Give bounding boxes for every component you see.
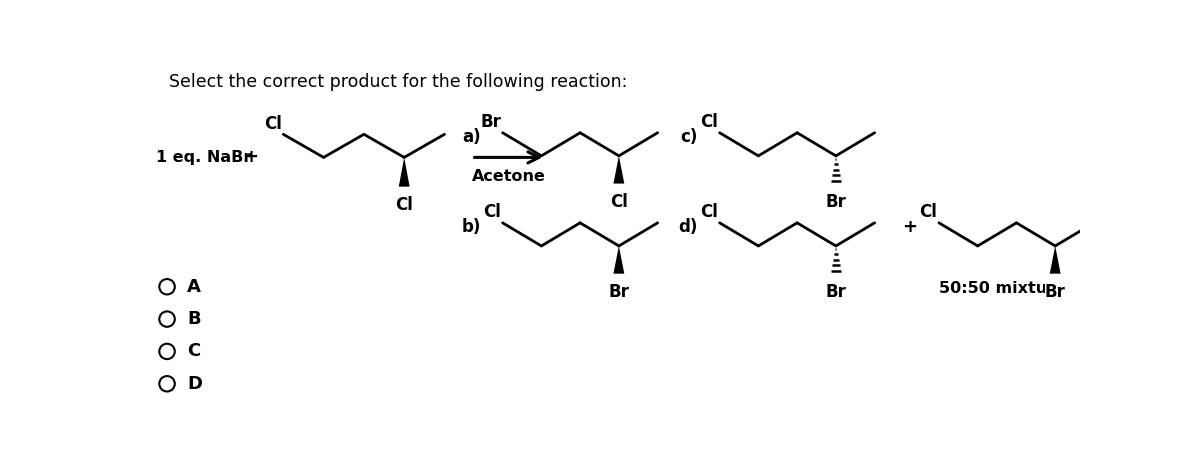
Text: Cl: Cl [395,196,413,214]
Text: A: A [187,278,202,296]
Text: 50:50 mixture: 50:50 mixture [940,281,1066,296]
Text: Select the correct product for the following reaction:: Select the correct product for the follo… [169,73,628,91]
Text: b): b) [462,218,481,236]
Polygon shape [1050,246,1061,274]
Text: +: + [244,148,258,166]
Text: d): d) [678,218,698,236]
Text: Br: Br [826,193,846,211]
Text: Cl: Cl [701,113,718,131]
Text: c): c) [680,128,698,146]
Text: Br: Br [608,283,629,301]
Text: Cl: Cl [264,115,282,133]
Text: C: C [187,342,200,360]
Text: B: B [187,310,200,328]
Text: 1 eq. NaBr: 1 eq. NaBr [156,150,252,165]
Text: Br: Br [1045,283,1066,301]
Text: Acetone: Acetone [472,169,545,184]
Text: Cl: Cl [610,193,628,211]
Polygon shape [613,156,624,184]
Text: Cl: Cl [919,203,937,221]
Text: Br: Br [826,283,846,301]
Text: a): a) [462,128,481,146]
Text: Cl: Cl [701,203,718,221]
Text: +: + [902,218,917,236]
Polygon shape [613,246,624,274]
Text: D: D [187,375,202,393]
Polygon shape [398,157,409,187]
Text: Br: Br [480,113,502,131]
Text: Cl: Cl [484,203,502,221]
